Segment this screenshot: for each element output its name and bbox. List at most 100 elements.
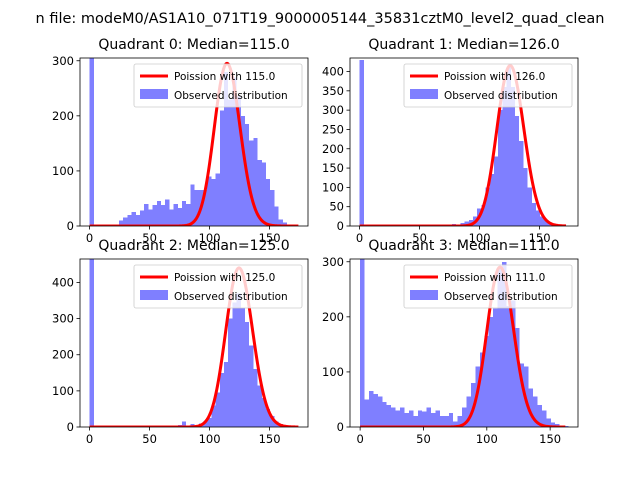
y-tick-label: 100 — [322, 180, 344, 194]
observed-bar — [89, 259, 94, 427]
observed-bar — [359, 59, 364, 226]
observed-bar — [240, 307, 245, 427]
observed-bar — [444, 415, 449, 427]
quadrant-0-title: Quadrant 0: Median=115.0 — [98, 37, 289, 53]
x-tick-label: 0 — [356, 231, 363, 245]
observed-bar — [266, 179, 271, 226]
observed-bar — [236, 96, 241, 226]
observed-bar — [462, 407, 467, 427]
observed-bar — [395, 410, 401, 427]
observed-bar — [156, 201, 161, 226]
legend-observed-swatch — [140, 89, 168, 99]
observed-bar — [377, 396, 383, 427]
observed-bar — [224, 71, 229, 226]
observed-bar — [282, 222, 287, 226]
y-tick-label: 400 — [322, 65, 344, 79]
observed-bar — [207, 176, 212, 226]
observed-bar — [144, 203, 149, 226]
observed-bar — [404, 413, 409, 427]
observed-bar — [274, 206, 279, 226]
observed-bar — [466, 396, 471, 427]
y-tick-label: 0 — [337, 420, 344, 434]
axes-frame — [79, 258, 309, 428]
x-tick-label: 100 — [199, 432, 221, 446]
observed-bar — [506, 305, 511, 427]
observed-bar — [270, 416, 275, 427]
observed-bar — [161, 205, 166, 226]
axes-frame — [349, 57, 579, 227]
observed-bar — [270, 190, 275, 226]
quadrant-1-title: Quadrant 1: Median=126.0 — [368, 37, 559, 53]
observed-bar — [386, 404, 392, 427]
x-tick-label: 100 — [476, 432, 498, 446]
y-tick-label: 300 — [52, 312, 74, 326]
legend: Poission with 115.0 Observed distribution — [133, 63, 303, 108]
observed-bar — [278, 219, 283, 226]
x-tick-label: 0 — [356, 432, 363, 446]
observed-bar — [373, 393, 378, 427]
legend-box — [403, 264, 573, 309]
observed-bar — [89, 58, 94, 226]
y-tick-label: 300 — [322, 255, 344, 269]
x-tick-label: 150 — [539, 432, 561, 446]
observed-bar — [546, 418, 551, 427]
legend-observed-label: Observed distribution — [444, 90, 558, 102]
legend-poisson-label: Poission with 115.0 — [174, 71, 275, 83]
observed-bar — [485, 187, 490, 226]
observed-bar — [417, 410, 423, 427]
observed-bar — [519, 363, 525, 427]
y-tick-label: 0 — [67, 420, 74, 434]
legend-box — [133, 63, 303, 108]
legend: Poission with 111.0 Observed distribution — [403, 264, 573, 309]
poisson-curve — [359, 265, 567, 427]
y-tick-label: 250 — [322, 122, 344, 136]
y-tick-label: 200 — [52, 348, 74, 362]
observed-bar — [528, 388, 534, 427]
observed-bar — [494, 156, 499, 226]
subplot-grid: 0 50 100 150 0 100 200 300 Poission with 115.0 Ob… — [52, 37, 579, 446]
observed-bar — [498, 110, 503, 226]
observed-bar — [236, 293, 241, 427]
observed-bar — [431, 413, 436, 427]
legend-poisson-label: Poission with 125.0 — [174, 272, 275, 284]
quadrant-2-panel: 0 50 100 150 0 100 200 300 400 Poission with 125.… — [52, 238, 309, 446]
x-tick-label: 150 — [259, 432, 281, 446]
y-tick-label: 100 — [322, 365, 344, 379]
observed-bar — [249, 140, 254, 226]
y-tick-label: 100 — [52, 164, 74, 178]
figure-suptitle: n file: modeM0/AS1A10_071T19_9000005144_… — [36, 11, 605, 27]
observed-bar — [519, 141, 524, 226]
x-tick-label: 50 — [416, 432, 431, 446]
observed-bar — [489, 173, 494, 226]
observed-bar — [182, 201, 187, 226]
y-tick-label: 400 — [52, 275, 74, 289]
observed-bar — [123, 217, 128, 226]
observed-bar — [510, 86, 515, 226]
observed-bar — [481, 204, 486, 226]
y-tick-label: 300 — [52, 54, 74, 68]
legend-observed-label: Observed distribution — [174, 90, 288, 102]
observed-bar — [211, 179, 216, 226]
observed-bar — [173, 203, 178, 226]
legend-poisson-label: Poission with 111.0 — [444, 272, 545, 284]
quadrant-2-title: Quadrant 2: Median=125.0 — [98, 238, 289, 254]
observed-bar — [531, 202, 536, 226]
observed-bar — [364, 399, 369, 427]
legend-observed-label: Observed distribution — [174, 291, 288, 303]
y-tick-label: 300 — [322, 103, 344, 117]
observed-bar — [228, 99, 233, 226]
y-tick-label: 100 — [52, 384, 74, 398]
observed-bar — [261, 162, 266, 226]
observed-bar — [219, 110, 224, 226]
legend-box — [403, 63, 573, 108]
observed-bar — [369, 391, 374, 427]
observed-bar — [515, 327, 520, 427]
observed-bar — [408, 410, 414, 427]
observed-bar — [169, 209, 174, 226]
observed-bar — [207, 417, 212, 427]
observed-bar — [439, 415, 445, 427]
observed-bar — [232, 302, 237, 427]
y-tick-label: 50 — [329, 200, 344, 214]
observed-bar — [502, 86, 507, 226]
observed-bar — [245, 322, 250, 427]
